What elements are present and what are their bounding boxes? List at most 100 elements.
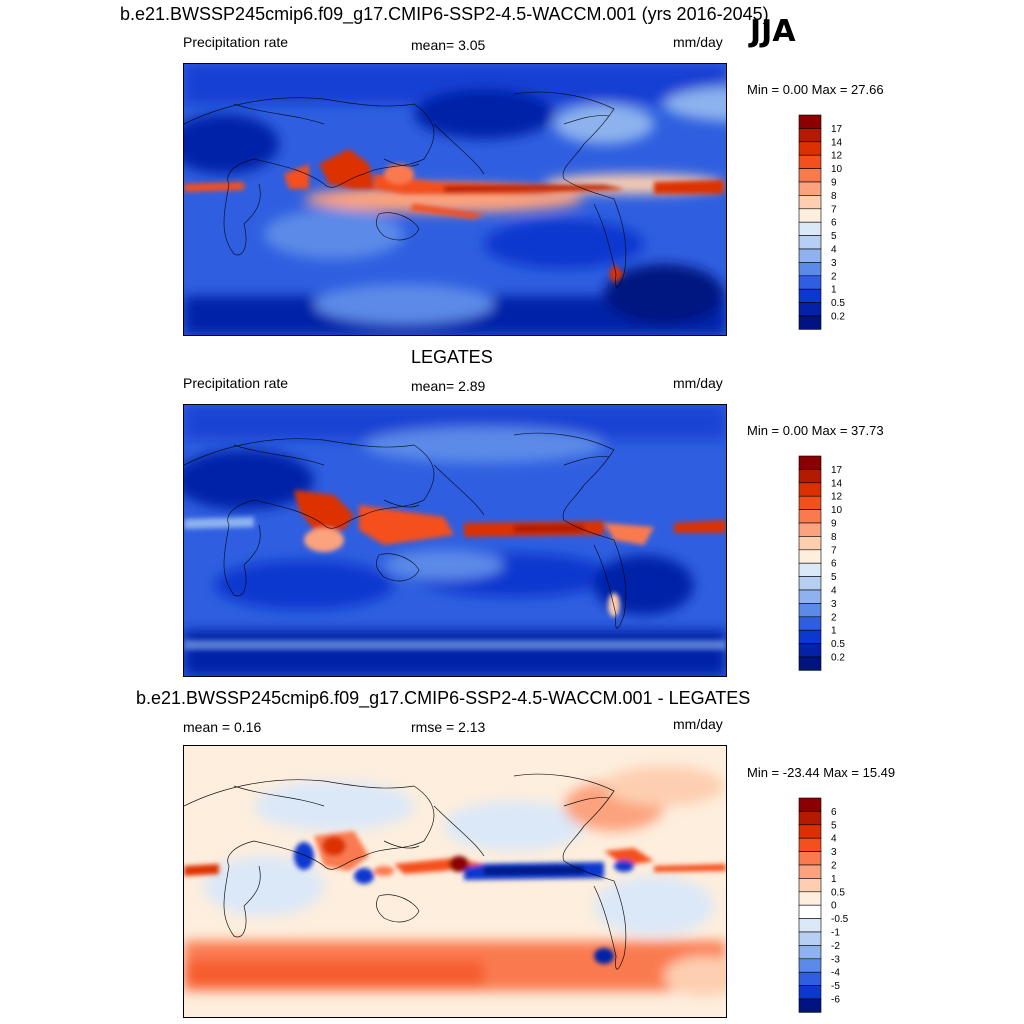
panel-3-units: mm/day xyxy=(673,716,723,732)
colorbar-box xyxy=(798,128,822,143)
colorbar-tick-label: 5 xyxy=(831,572,837,583)
colorbar-tick-label: 2 xyxy=(831,612,837,623)
colorbar-tick-label: 0.2 xyxy=(831,312,845,323)
colorbar-box xyxy=(798,275,822,290)
colorbar-tick-label: 5 xyxy=(831,231,837,242)
colorbar-tick-label: 0 xyxy=(831,901,837,912)
colorbar-tick-label: 0.5 xyxy=(831,639,845,650)
colorbar-box xyxy=(798,643,822,658)
colorbar-tick-label: 4 xyxy=(831,834,837,845)
colorbar-tick-label: 8 xyxy=(831,191,837,202)
colorbar-box xyxy=(798,603,822,618)
panel-2-minmax: Min = 0.00 Max = 37.73 xyxy=(747,423,884,438)
colorbar-tick-label: -5 xyxy=(831,981,840,992)
colorbar-box xyxy=(798,288,822,303)
colorbar-tick-label: 17 xyxy=(831,465,843,476)
colorbar-box xyxy=(798,509,822,524)
panel-2-mean: mean= 2.89 xyxy=(411,378,486,394)
colorbar-box xyxy=(798,482,822,497)
colorbar-tick-label: 12 xyxy=(831,151,843,162)
panel-2-title: LEGATES xyxy=(411,347,493,367)
panel-1-title: b.e21.BWSSP245cmip6.f09_g17.CMIP6-SSP2-4… xyxy=(120,4,769,24)
colorbar-box xyxy=(798,931,822,946)
panel-1-mean: mean= 3.05 xyxy=(411,37,486,53)
colorbar-box xyxy=(798,616,822,631)
panel-2-units: mm/day xyxy=(673,375,723,391)
colorbar-box xyxy=(798,998,822,1013)
colorbar-tick-label: 7 xyxy=(831,545,837,556)
panel-3-mean: mean = 0.16 xyxy=(183,719,262,735)
panel-2-variable-label: Precipitation rate xyxy=(183,375,289,391)
colorbar-box xyxy=(798,221,822,236)
colorbar-tick-label: -1 xyxy=(831,928,840,939)
colorbar-box xyxy=(798,797,822,812)
colorbar-box xyxy=(798,315,822,330)
colorbar-tick-label: 14 xyxy=(831,478,843,489)
panel-3-map xyxy=(183,745,727,1018)
colorbar-box xyxy=(798,904,822,919)
colorbar-tick-label: -6 xyxy=(831,995,840,1006)
colorbar-box xyxy=(798,262,822,277)
panel-1-units: mm/day xyxy=(673,34,723,50)
colorbar-tick-label: 6 xyxy=(831,807,837,818)
colorbar-box xyxy=(798,971,822,986)
colorbar-box xyxy=(798,562,822,577)
colorbar-box xyxy=(798,864,822,879)
colorbar-tick-label: 0.5 xyxy=(831,887,845,898)
colorbar-box xyxy=(798,958,822,973)
colorbar-box xyxy=(798,114,822,129)
colorbar-tick-label: 7 xyxy=(831,204,837,215)
season-label: JJA xyxy=(750,14,796,49)
panel-1-minmax: Min = 0.00 Max = 27.66 xyxy=(747,82,884,97)
colorbar-tick-label: 5 xyxy=(831,820,837,831)
colorbar-box xyxy=(798,837,822,852)
colorbar-box xyxy=(798,891,822,906)
colorbar-box xyxy=(798,589,822,604)
panel-1-precip-field xyxy=(184,64,726,335)
colorbar-tick-label: -4 xyxy=(831,968,840,979)
colorbar-box xyxy=(798,878,822,893)
colorbar-tick-label: 9 xyxy=(831,178,837,189)
colorbar-tick-label: 6 xyxy=(831,559,837,570)
colorbar-tick-label: 1 xyxy=(831,285,837,296)
panel-3-rmse: rmse = 2.13 xyxy=(411,719,486,735)
colorbar-box xyxy=(798,154,822,169)
colorbar-tick-label: 2 xyxy=(831,271,837,282)
colorbar-box xyxy=(798,824,822,839)
panel-2-precip-field xyxy=(184,405,726,676)
colorbar-box xyxy=(798,181,822,196)
colorbar-box xyxy=(798,495,822,510)
colorbar-box xyxy=(798,918,822,933)
colorbar-tick-label: 8 xyxy=(831,532,837,543)
colorbar-tick-label: 17 xyxy=(831,124,843,135)
colorbar-box xyxy=(798,248,822,263)
colorbar-box xyxy=(798,522,822,537)
colorbar-box xyxy=(798,656,822,671)
colorbar-box xyxy=(798,576,822,591)
panel-1-variable-label: Precipitation rate xyxy=(183,34,289,50)
colorbar-tick-label: 0.5 xyxy=(831,298,845,309)
colorbar-box xyxy=(798,235,822,250)
colorbar-tick-label: 3 xyxy=(831,258,837,269)
colorbar-box xyxy=(798,141,822,156)
colorbar-tick-label: 4 xyxy=(831,245,837,256)
panel-1-map xyxy=(183,63,727,336)
colorbar-box xyxy=(798,851,822,866)
colorbar-box xyxy=(798,168,822,183)
colorbar-box xyxy=(798,945,822,960)
colorbar-tick-label: 10 xyxy=(831,505,843,516)
colorbar-box xyxy=(798,302,822,317)
colorbar-tick-label: 6 xyxy=(831,218,837,229)
panel-3-title: b.e21.BWSSP245cmip6.f09_g17.CMIP6-SSP2-4… xyxy=(136,688,751,708)
colorbar-tick-label: 1 xyxy=(831,874,837,885)
panel-3-difference-field xyxy=(184,746,726,1017)
colorbar-box xyxy=(798,811,822,826)
panel-3-minmax: Min = -23.44 Max = 15.49 xyxy=(747,765,896,780)
panel-2-map xyxy=(183,404,727,677)
colorbar-tick-label: 12 xyxy=(831,492,843,503)
colorbar-tick-label: 9 xyxy=(831,519,837,530)
colorbar-tick-label: 10 xyxy=(831,164,843,175)
colorbar-box xyxy=(798,549,822,564)
colorbar-box xyxy=(798,629,822,644)
colorbar-box xyxy=(798,195,822,210)
